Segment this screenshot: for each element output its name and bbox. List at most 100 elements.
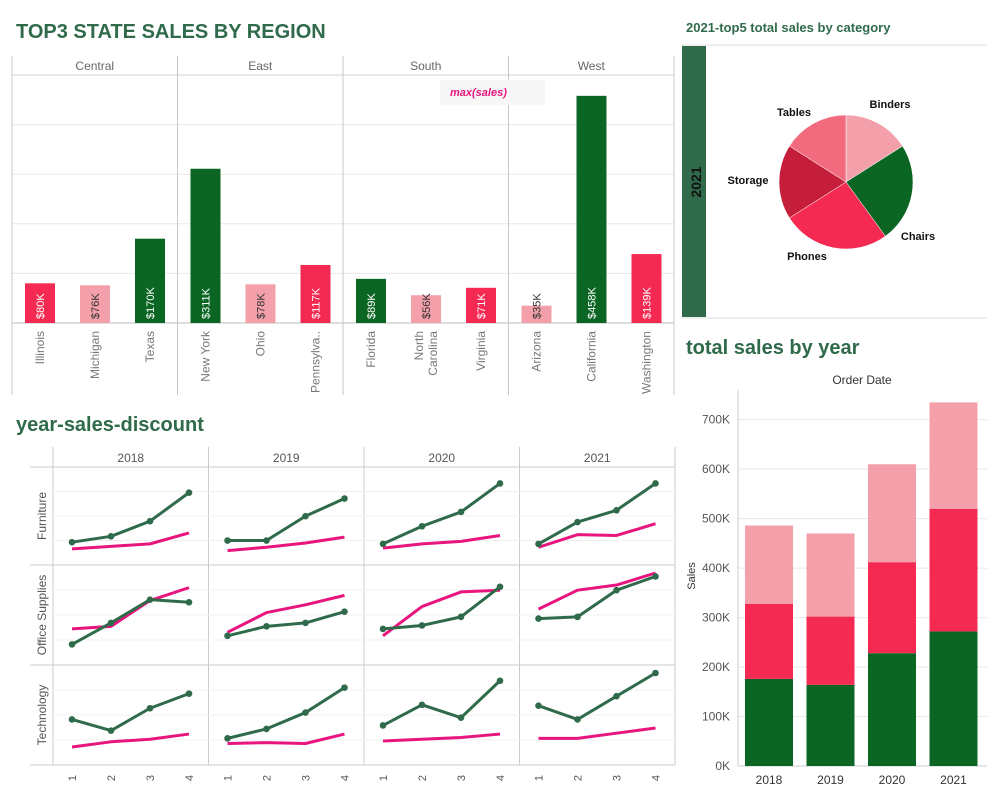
sales-point bbox=[146, 704, 154, 712]
sales-point bbox=[185, 489, 193, 496]
discount-line bbox=[71, 586, 190, 631]
y-tick-label: 200K bbox=[702, 660, 730, 674]
sales-point bbox=[68, 716, 76, 723]
sales-point bbox=[574, 716, 581, 723]
stacked-bar-segment bbox=[868, 653, 916, 766]
sales-by-year-title: total sales by year bbox=[686, 337, 860, 359]
quarter-tick-label: 1 bbox=[534, 775, 546, 781]
bar-label: $89K bbox=[366, 293, 378, 319]
state-tick-label: California bbox=[585, 331, 599, 382]
discount-line bbox=[382, 732, 501, 743]
bar-california bbox=[576, 95, 607, 323]
x-tick-label: 2018 bbox=[756, 773, 783, 787]
sales-point bbox=[613, 586, 620, 594]
state-tick-label: Arizona bbox=[530, 331, 544, 372]
year-band bbox=[682, 46, 706, 317]
y-tick-label: 700K bbox=[702, 413, 730, 427]
tooltip-text: max(sales) bbox=[450, 87, 507, 99]
sales-point bbox=[107, 619, 115, 627]
sales-point bbox=[496, 677, 504, 685]
year-sales-discount-title: year-sales-discount bbox=[16, 414, 204, 436]
state-tick-label: Michigan bbox=[88, 331, 102, 379]
sales-line bbox=[227, 686, 346, 740]
sales-point bbox=[146, 517, 154, 525]
stacked-bar-segment bbox=[868, 562, 916, 654]
quarter-tick-label: 3 bbox=[612, 775, 624, 781]
year-header: 2020 bbox=[428, 451, 455, 465]
state-tick-label: Virginia bbox=[474, 331, 488, 371]
y-tick-label: 400K bbox=[702, 561, 730, 575]
sales-line bbox=[538, 575, 656, 621]
bar-label: $170K bbox=[145, 287, 157, 319]
category-label: Furniture bbox=[35, 492, 49, 540]
discount-line bbox=[538, 522, 656, 549]
pie-label-chairs: Chairs bbox=[901, 231, 935, 243]
tooltip-box bbox=[440, 80, 545, 105]
bar-pennsylva- bbox=[300, 264, 331, 323]
state-tick-label: North bbox=[412, 331, 426, 360]
y-tick-label: 300K bbox=[702, 611, 730, 625]
panel-label-west: West bbox=[578, 59, 606, 73]
stacked-bar-segment bbox=[868, 464, 916, 563]
quarter-tick-label: 4 bbox=[495, 775, 507, 781]
sales-point bbox=[613, 692, 620, 700]
pie-label-storage: Storage bbox=[728, 175, 769, 187]
sales-line bbox=[227, 497, 346, 543]
y-tick-label: 600K bbox=[702, 462, 730, 476]
year-band-label: 2021 bbox=[688, 166, 704, 197]
pie-slice-binders bbox=[845, 114, 903, 183]
bar-label: $78K bbox=[256, 293, 268, 319]
sales-point bbox=[379, 625, 387, 633]
stacked-bar-segment bbox=[929, 508, 978, 632]
quarter-tick-label: 4 bbox=[184, 775, 196, 781]
panel-label-south: South bbox=[410, 59, 441, 73]
state-tick-label: New York bbox=[199, 330, 213, 382]
discount-line bbox=[227, 732, 345, 746]
bar-new-york bbox=[190, 168, 221, 323]
bar-texas bbox=[135, 238, 165, 323]
sales-point bbox=[535, 540, 542, 548]
discount-line bbox=[538, 726, 656, 740]
x-tick-label: 2021 bbox=[940, 773, 967, 787]
sales-line bbox=[71, 491, 190, 544]
sales-line bbox=[227, 610, 345, 638]
state-tick-label: Florida bbox=[364, 331, 378, 368]
bar-label: $80K bbox=[35, 293, 47, 319]
bar-arizona bbox=[521, 305, 552, 323]
sales-line bbox=[71, 598, 190, 646]
quarter-tick-label: 2 bbox=[417, 775, 429, 781]
bar-florida bbox=[356, 278, 386, 323]
y-tick-label: 500K bbox=[702, 512, 730, 526]
bar-label: $71K bbox=[476, 293, 488, 319]
sales-point bbox=[68, 641, 76, 648]
quarter-tick-label: 1 bbox=[67, 775, 79, 781]
quarter-tick-label: 3 bbox=[145, 775, 157, 781]
bar-label: $76K bbox=[90, 293, 102, 319]
discount-line bbox=[382, 588, 501, 637]
bar-virginia bbox=[466, 287, 496, 323]
stacked-bar-segment bbox=[806, 533, 855, 617]
state-tick-label: Texas bbox=[143, 331, 157, 362]
sales-point bbox=[263, 725, 270, 733]
sales-line bbox=[382, 679, 502, 727]
sales-point bbox=[496, 480, 504, 487]
year-header: 2021 bbox=[584, 451, 611, 465]
sales-point bbox=[535, 615, 542, 622]
bar-label: $458K bbox=[587, 287, 599, 319]
stacked-bar-segment bbox=[806, 684, 855, 766]
discount-line bbox=[71, 531, 190, 551]
category-pie-title: 2021-top5 total sales by category bbox=[686, 20, 891, 35]
y-tick-label: 0K bbox=[715, 759, 730, 773]
x-tick-label: 2019 bbox=[817, 773, 844, 787]
bar-illinois bbox=[25, 283, 55, 323]
sales-point bbox=[224, 537, 231, 544]
sales-point bbox=[68, 538, 76, 546]
y-tick-label: 100K bbox=[702, 710, 730, 724]
quarter-tick-label: 1 bbox=[378, 775, 390, 781]
pie-slice-chairs bbox=[845, 145, 914, 237]
bar-label: $311K bbox=[201, 287, 213, 319]
pie-slice-storage bbox=[778, 145, 847, 219]
sales-point bbox=[341, 684, 348, 691]
